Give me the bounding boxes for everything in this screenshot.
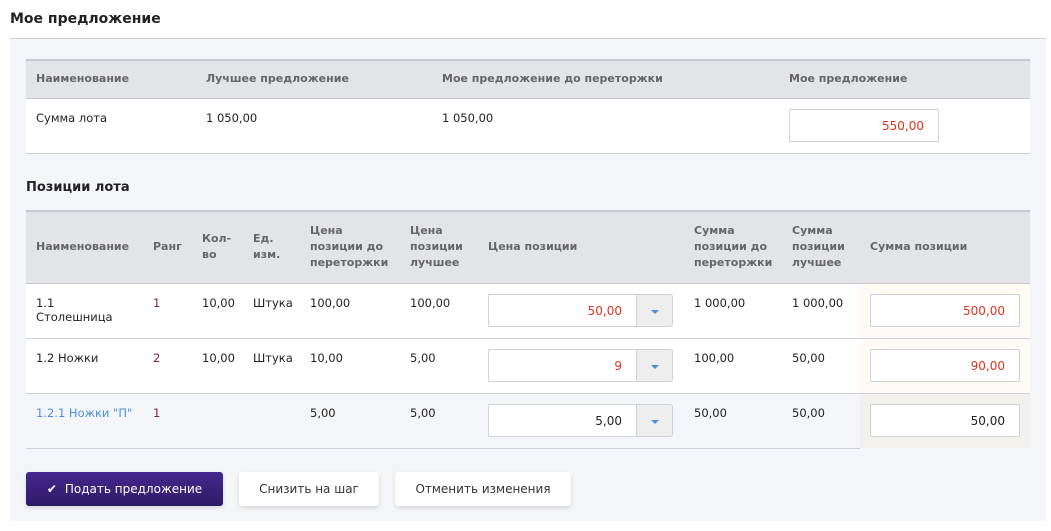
price-best: 5,00: [400, 338, 478, 394]
price-before: 100,00: [300, 283, 400, 339]
sum-input[interactable]: 90,00: [870, 348, 1020, 382]
check-icon: ✔: [46, 482, 57, 496]
col-header: Сумма позиции: [860, 210, 1030, 284]
sum-before: 100,00: [684, 338, 782, 394]
position-rank: 1: [143, 393, 192, 449]
col-header: Сумма позиции лучшее: [782, 210, 860, 284]
price-before: 10,00: [300, 338, 400, 394]
price-combo: 5,00: [488, 403, 673, 437]
col-header: Ед. изм.: [243, 210, 300, 284]
col-header: Наименование: [26, 210, 143, 284]
col-header: Цена позиции: [478, 210, 684, 284]
sum-input[interactable]: 500,00: [870, 293, 1020, 327]
position-rank: 2: [143, 338, 192, 394]
sum-before: 1 000,00: [684, 283, 782, 339]
my-offer-input[interactable]: 550,00: [789, 108, 939, 142]
position-unit: Штука: [243, 283, 300, 339]
chevron-down-icon[interactable]: [637, 403, 673, 437]
col-header: Наименование: [26, 59, 196, 99]
lot-before: 1 050,00: [432, 98, 779, 154]
submit-offer-button[interactable]: ✔ Подать предложение: [26, 472, 223, 506]
col-header: Мое предложение: [779, 59, 1030, 99]
position-qty: 10,00: [192, 283, 243, 339]
position-name: 1.1 Столешница: [26, 283, 143, 339]
position-name[interactable]: 1.2.1 Ножки "П": [26, 393, 143, 449]
lot-best: 1 050,00: [196, 98, 432, 154]
price-best: 100,00: [400, 283, 478, 339]
price-combo: 9: [488, 348, 673, 382]
table-row: 1.2.1 Ножки "П" 1 5,00 5,00 5,00 50,00 5…: [26, 393, 1030, 449]
col-header: Лучшее предложение: [196, 59, 432, 99]
sum-best: 50,00: [782, 393, 860, 449]
col-header: Цена позиции лучшее: [400, 210, 478, 284]
lower-step-button[interactable]: Снизить на шаг: [239, 472, 379, 506]
price-input[interactable]: 9: [488, 348, 637, 382]
price-combo: 50,00: [488, 293, 673, 327]
price-input[interactable]: 5,00: [488, 403, 637, 437]
position-rank: 1: [143, 283, 192, 339]
col-header: Мое предложение до переторжки: [432, 59, 779, 99]
position-name: 1.2 Ножки: [26, 338, 143, 394]
col-header: Цена позиции до переторжки: [300, 210, 400, 284]
sum-best: 50,00: [782, 338, 860, 394]
sum-input[interactable]: 50,00: [870, 403, 1020, 437]
positions-table: Наименование Ранг Кол-во Ед. изм. Цена п…: [26, 210, 1030, 449]
table-row: 1.2 Ножки 2 10,00 Штука 10,00 5,00 9 100…: [26, 338, 1030, 394]
col-header: Кол-во: [192, 210, 243, 284]
cancel-changes-button[interactable]: Отменить изменения: [395, 472, 571, 506]
lot-table: Наименование Лучшее предложение Мое пред…: [26, 59, 1030, 154]
position-qty: 10,00: [192, 338, 243, 394]
price-best: 5,00: [400, 393, 478, 449]
position-qty: [192, 393, 243, 449]
position-unit: [243, 393, 300, 449]
col-header: Ранг: [143, 210, 192, 284]
submit-label: Подать предложение: [64, 482, 203, 496]
sum-before: 50,00: [684, 393, 782, 449]
page-title: Мое предложение: [10, 11, 161, 27]
positions-title: Позиции лота: [26, 180, 130, 195]
chevron-down-icon[interactable]: [637, 293, 673, 327]
table-row: Сумма лота 1 050,00 1 050,00 550,00: [26, 98, 1030, 154]
price-input[interactable]: 50,00: [488, 293, 637, 327]
table-row: 1.1 Столешница 1 10,00 Штука 100,00 100,…: [26, 283, 1030, 339]
position-unit: Штука: [243, 338, 300, 394]
chevron-down-icon[interactable]: [637, 348, 673, 382]
price-before: 5,00: [300, 393, 400, 449]
lot-name: Сумма лота: [26, 98, 196, 154]
col-header: Сумма позиции до переторжки: [684, 210, 782, 284]
sum-best: 1 000,00: [782, 283, 860, 339]
offer-panel: Наименование Лучшее предложение Мое пред…: [10, 38, 1046, 521]
